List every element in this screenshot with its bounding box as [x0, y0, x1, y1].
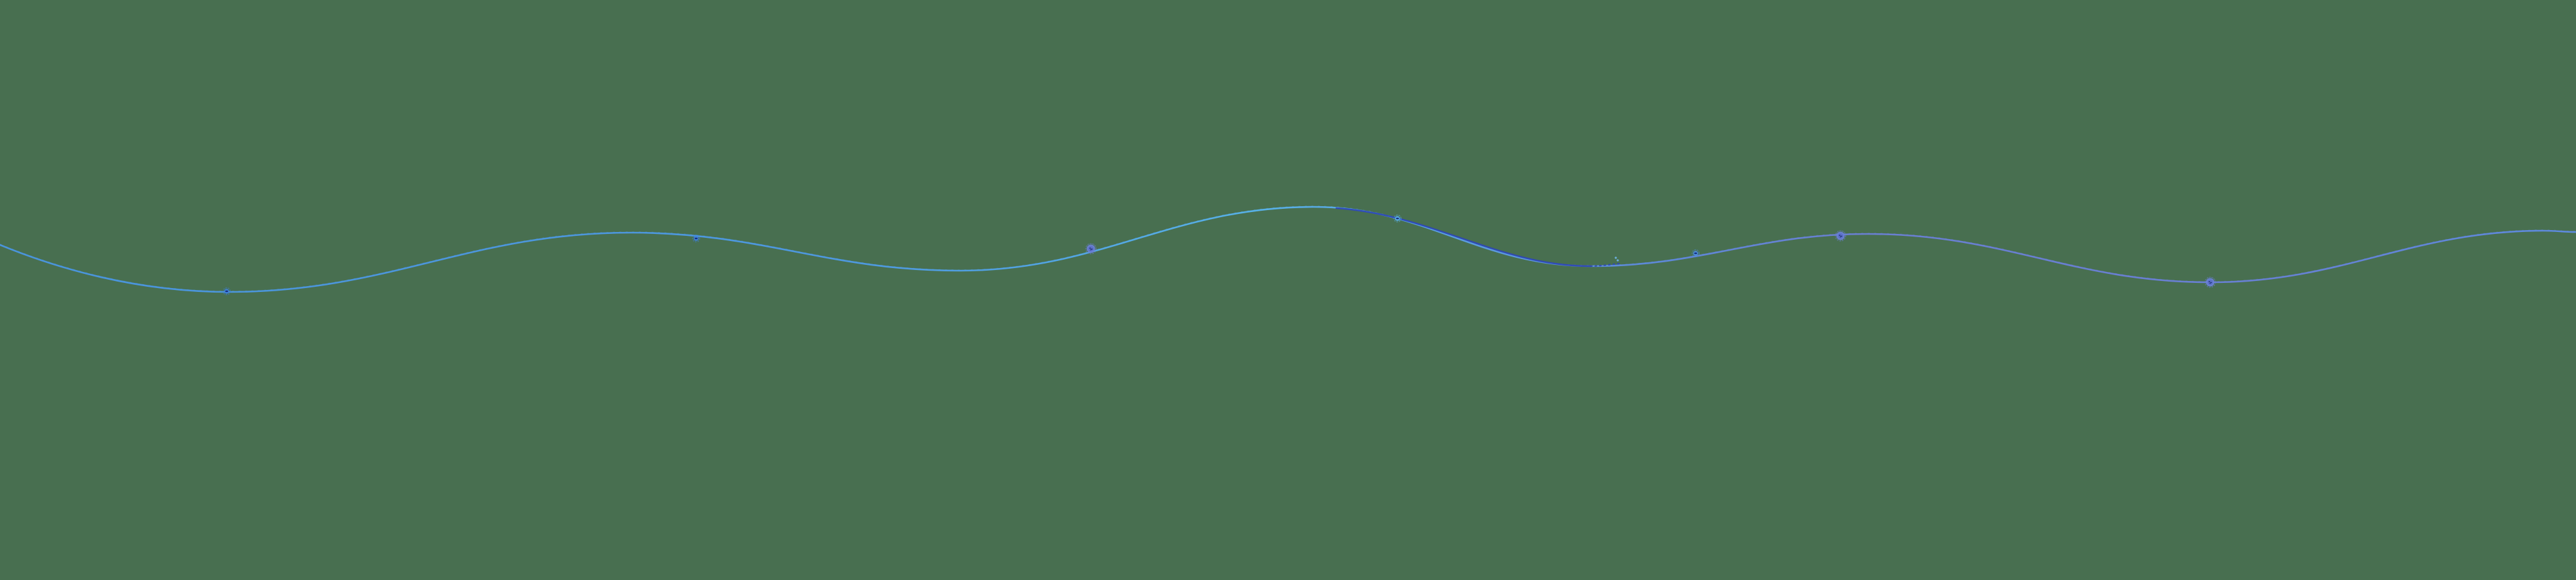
data-point-marker[interactable] [692, 234, 701, 243]
marker-center-speck [1839, 235, 1841, 236]
marker-halo-ring [1835, 230, 1846, 242]
marker-center-speck [225, 290, 229, 293]
stray-speck [1615, 256, 1617, 259]
wave-line-dotted-tail [1589, 262, 1621, 267]
data-point-marker[interactable] [1835, 230, 1846, 242]
marker-center-speck [694, 237, 698, 240]
wave-line-highlight-segment [1335, 207, 1592, 267]
data-point-marker[interactable] [1691, 249, 1700, 258]
marker-halo-ring [1692, 249, 1700, 256]
marker-halo-ring [692, 234, 701, 243]
marker-inner-shade [1837, 233, 1844, 239]
marker-halo-ring [223, 287, 231, 295]
marker-center-speck [1090, 249, 1092, 251]
marker-halo-ring [1393, 214, 1402, 223]
marker-halo-ring [222, 287, 231, 296]
marker-center-speck [1396, 217, 1399, 220]
data-point-marker[interactable] [222, 287, 231, 296]
marker-center-speck [2209, 283, 2211, 284]
marker-halo-ring [693, 235, 700, 242]
marker-center-speck [1089, 247, 1091, 249]
wave-line [0, 206, 2576, 293]
marker-center-speck [2208, 281, 2210, 282]
marker-halo-ring [1394, 215, 1401, 222]
data-point-marker[interactable] [1085, 243, 1097, 255]
marker-center-speck [1841, 235, 1842, 237]
marker-halo-ring [2204, 276, 2216, 288]
data-point-marker[interactable] [1393, 214, 1402, 223]
marker-center-speck [1091, 248, 1093, 250]
data-point-marker[interactable] [2204, 276, 2216, 288]
stray-speck [1616, 259, 1619, 262]
marker-halo-ring [1085, 243, 1097, 255]
marker-center-speck [2210, 282, 2212, 284]
wave-layer [0, 206, 2576, 293]
marker-inner-shade [2207, 279, 2213, 285]
marker-halo-ring [1691, 249, 1700, 258]
marker-inner-shade [1088, 246, 1094, 252]
marker-layer [222, 214, 2216, 296]
marker-center-speck [1694, 252, 1698, 255]
wave-line-sketch-overlay [0, 206, 2576, 292]
